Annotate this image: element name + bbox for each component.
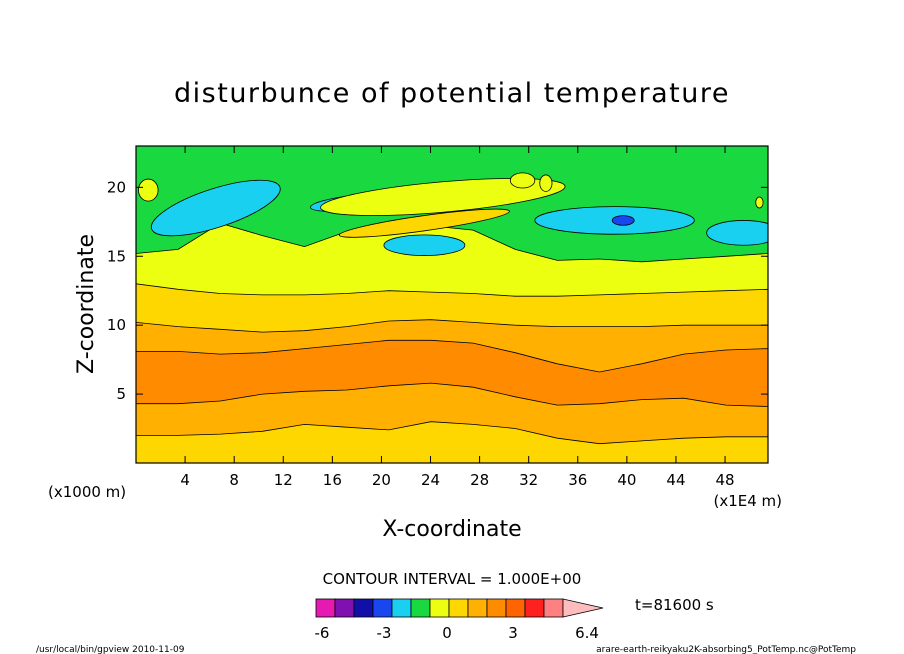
contour-cell-10 (138, 178, 159, 202)
contour-interval: CONTOUR INTERVAL = 1.000E+00 (323, 570, 582, 588)
contour-field (136, 146, 768, 463)
y-tick-label: 20 (107, 178, 126, 196)
colorbar-label: 6.4 (575, 624, 599, 642)
x-tick-label: 40 (617, 471, 636, 489)
y-axis: 5 10 15 20 (107, 178, 768, 403)
x-axis: 4 8 12 16 20 24 28 32 36 40 44 48 (180, 146, 735, 489)
contour-cell-5 (611, 215, 635, 226)
colorbar-label: -6 (315, 624, 330, 642)
footer-right: arare-earth-reikyaku2K-absorbing5_PotTem… (596, 645, 856, 654)
contour-cell-7 (338, 208, 510, 238)
x-unit-right: (x1E4 m) (713, 492, 782, 510)
colorbar-cell (410, 598, 431, 618)
y-tick-label: 5 (116, 385, 126, 403)
colorbar-cell (391, 598, 412, 618)
x-tick-label: 32 (519, 471, 538, 489)
contour-cell-6 (320, 178, 566, 216)
colorbar-cell (429, 598, 450, 618)
contour-cell-2 (383, 234, 466, 256)
colorbar-cell (543, 598, 564, 618)
y-tick-label: 15 (107, 247, 126, 265)
x-tick-label: 44 (666, 471, 685, 489)
x-tick-label: 12 (274, 471, 293, 489)
colorbar-cell (486, 598, 507, 618)
x-axis-label: X-coordinate (382, 517, 521, 542)
colorbar-arrow (562, 598, 604, 618)
y-tick-label: 10 (107, 316, 126, 334)
colorbar-cell (505, 598, 526, 618)
colorbar-label: 0 (442, 624, 452, 642)
x-tick-label: 8 (229, 471, 239, 489)
colorbar-cell (467, 598, 488, 618)
contour-cell-11 (755, 196, 764, 209)
x-tick-label: 20 (372, 471, 391, 489)
colorbar-label: -3 (377, 624, 392, 642)
colorbar-cell (448, 598, 469, 618)
colorbar-cell (372, 598, 393, 618)
x-unit-left: (x1000 m) (48, 483, 126, 501)
colorbar-cell (524, 598, 545, 618)
colorbar (315, 598, 604, 618)
contour-cell-8 (509, 172, 536, 189)
x-tick-label: 16 (323, 471, 342, 489)
colorbar-cell (353, 598, 374, 618)
plot-frame (135, 145, 769, 464)
chart-title: disturbunce of potential temperature (174, 78, 730, 109)
contour-cell-4 (706, 220, 768, 246)
x-tick-label: 4 (180, 471, 190, 489)
colorbar-label: 3 (508, 624, 518, 642)
x-tick-label: 48 (716, 471, 735, 489)
contour-cell-9 (539, 174, 553, 192)
colorbar-cell (334, 598, 355, 618)
x-tick-label: 28 (470, 471, 489, 489)
y-axis-label: Z-coordinate (74, 234, 99, 374)
colorbar-labels: -6 -3 0 3 6.4 (315, 624, 599, 642)
contour-cell-0 (150, 179, 281, 237)
x-tick-label: 36 (568, 471, 587, 489)
x-tick-label: 24 (421, 471, 440, 489)
footer-left: /usr/local/bin/gpview 2010-11-09 (36, 645, 185, 654)
contour-band-6 (136, 421, 768, 463)
time-label: t=81600 s (635, 596, 714, 614)
colorbar-cell (315, 598, 336, 618)
